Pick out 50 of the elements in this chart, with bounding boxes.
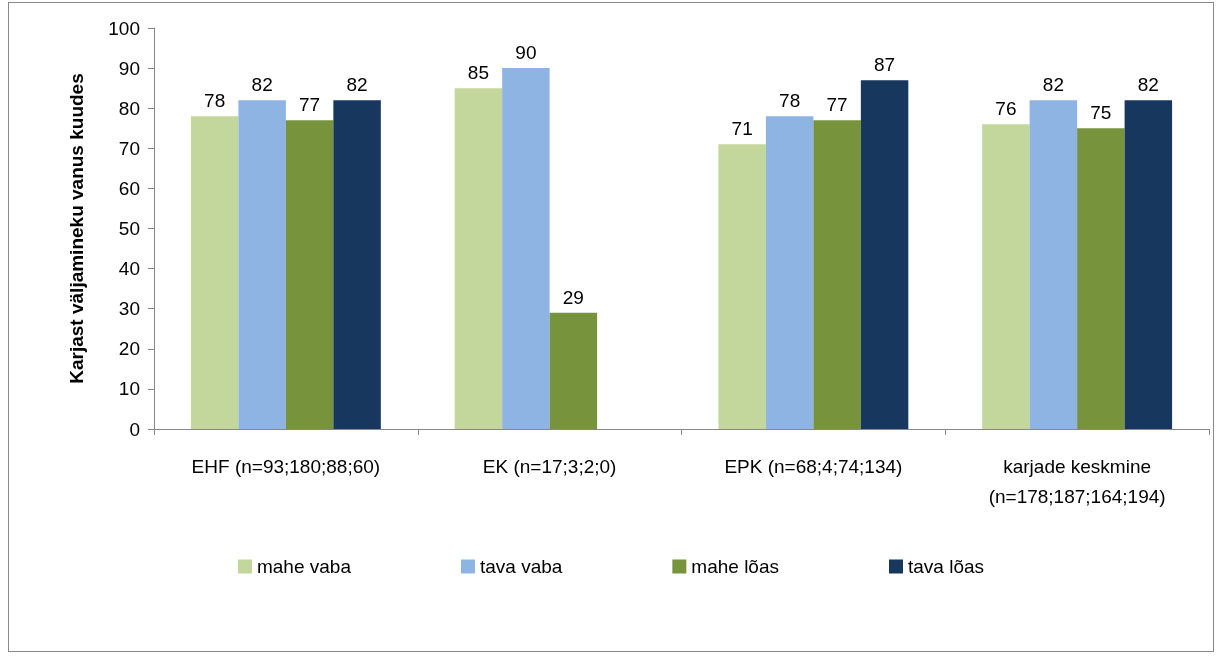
x-tick-label: EHF (n=93;180;88;60) bbox=[191, 455, 381, 477]
bar bbox=[765, 116, 814, 429]
data-label: 85 bbox=[467, 62, 489, 84]
data-label: 78 bbox=[779, 90, 801, 112]
data-label: 82 bbox=[1137, 74, 1159, 96]
bar bbox=[860, 80, 909, 429]
y-tick-label: 100 bbox=[108, 17, 140, 39]
x-tick-label: EK (n=17;3;2;0) bbox=[482, 455, 617, 477]
y-axis-title: Karjast väljamineku vanus kuudes bbox=[66, 73, 87, 384]
bar bbox=[238, 100, 286, 429]
y-tick-label: 90 bbox=[118, 57, 140, 79]
legend-label: tava vaba bbox=[479, 556, 563, 577]
y-tick-label: 0 bbox=[129, 418, 140, 440]
bar bbox=[718, 144, 766, 429]
data-label: 82 bbox=[1042, 74, 1064, 96]
data-label: 76 bbox=[995, 98, 1017, 120]
bar bbox=[285, 120, 334, 429]
data-label: 29 bbox=[562, 286, 584, 308]
x-tick-label: EPK (n=68;4;74;134) bbox=[724, 455, 903, 477]
data-label: 77 bbox=[826, 94, 848, 116]
y-tick-label: 20 bbox=[118, 338, 140, 360]
bar bbox=[549, 312, 598, 429]
bar bbox=[813, 120, 861, 429]
bar bbox=[190, 116, 239, 429]
bar bbox=[982, 124, 1030, 429]
data-label: 90 bbox=[515, 42, 537, 64]
y-tick-label: 40 bbox=[118, 258, 140, 280]
data-label: 78 bbox=[204, 90, 226, 112]
bar bbox=[1029, 100, 1078, 429]
bar bbox=[1077, 128, 1125, 429]
data-label: 87 bbox=[874, 54, 896, 76]
legend-label: mahe vaba bbox=[256, 556, 352, 577]
x-tick-label: karjade keskmine (n=178;187;164;194) bbox=[988, 455, 1166, 507]
bar bbox=[1124, 100, 1173, 429]
bar bbox=[502, 68, 550, 429]
data-label: 77 bbox=[299, 94, 321, 116]
y-tick-label: 10 bbox=[118, 378, 140, 400]
y-tick-label: 50 bbox=[118, 218, 140, 239]
y-tick-label: 60 bbox=[118, 177, 140, 199]
data-label: 75 bbox=[1090, 102, 1112, 124]
data-label: 82 bbox=[251, 74, 273, 96]
bar bbox=[454, 88, 503, 429]
data-label: 82 bbox=[346, 74, 368, 96]
legend-label: mahe lõas bbox=[691, 556, 780, 577]
bar bbox=[333, 100, 381, 429]
y-tick-label: 80 bbox=[118, 97, 140, 119]
data-label: 71 bbox=[731, 118, 753, 140]
legend-label: tava lõas bbox=[908, 556, 985, 577]
y-tick-label: 70 bbox=[118, 137, 140, 159]
y-tick-label: 30 bbox=[118, 298, 140, 320]
